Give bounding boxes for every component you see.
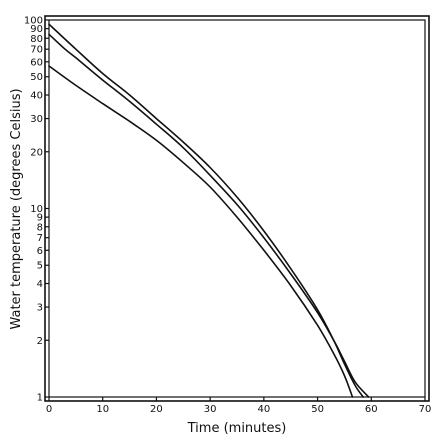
- y-tick-label: 9: [37, 213, 43, 224]
- y-tick-label: 50: [30, 72, 43, 83]
- y-tick-label: 6: [37, 246, 43, 257]
- x-tick-label: 30: [204, 404, 217, 415]
- y-tick-label: 3: [37, 303, 43, 314]
- y-tick-label: 90: [30, 24, 43, 35]
- x-axis-label: Time (minutes): [187, 421, 287, 436]
- y-tick-label: 1: [37, 393, 43, 404]
- y-tick-label: 2: [37, 336, 43, 347]
- y-tick-label: 100: [24, 16, 43, 27]
- y-tick-label: 4: [37, 279, 43, 290]
- y-axis-label: Water temperature (degrees Celsius): [9, 88, 24, 329]
- series-line-2: [48, 33, 370, 398]
- y-tick-label: 80: [30, 34, 43, 45]
- x-axis: 0 10 20 30 40 50 60 70: [46, 397, 432, 415]
- x-tick-label: 60: [365, 404, 378, 415]
- y-tick-label: 60: [30, 57, 43, 68]
- x-tick-label: 10: [96, 404, 109, 415]
- series-line-3: [48, 65, 354, 398]
- y-tick-label: 8: [37, 222, 43, 233]
- y-tick-label: 40: [30, 91, 43, 102]
- y-tick-label: 30: [30, 114, 43, 125]
- y-tick-label: 7: [37, 233, 43, 244]
- series-lines: [48, 23, 370, 398]
- x-tick-label: 50: [311, 404, 324, 415]
- y-tick-label: 70: [30, 45, 43, 56]
- x-tick-label: 20: [150, 404, 163, 415]
- x-tick-label: 40: [257, 404, 270, 415]
- y-tick-label: 20: [30, 147, 43, 158]
- series-line-1: [48, 23, 364, 398]
- x-tick-label: 70: [419, 404, 432, 415]
- y-tick-label: 5: [37, 261, 43, 272]
- y-tick-label: 10: [30, 204, 43, 215]
- x-tick-label: 0: [46, 404, 52, 415]
